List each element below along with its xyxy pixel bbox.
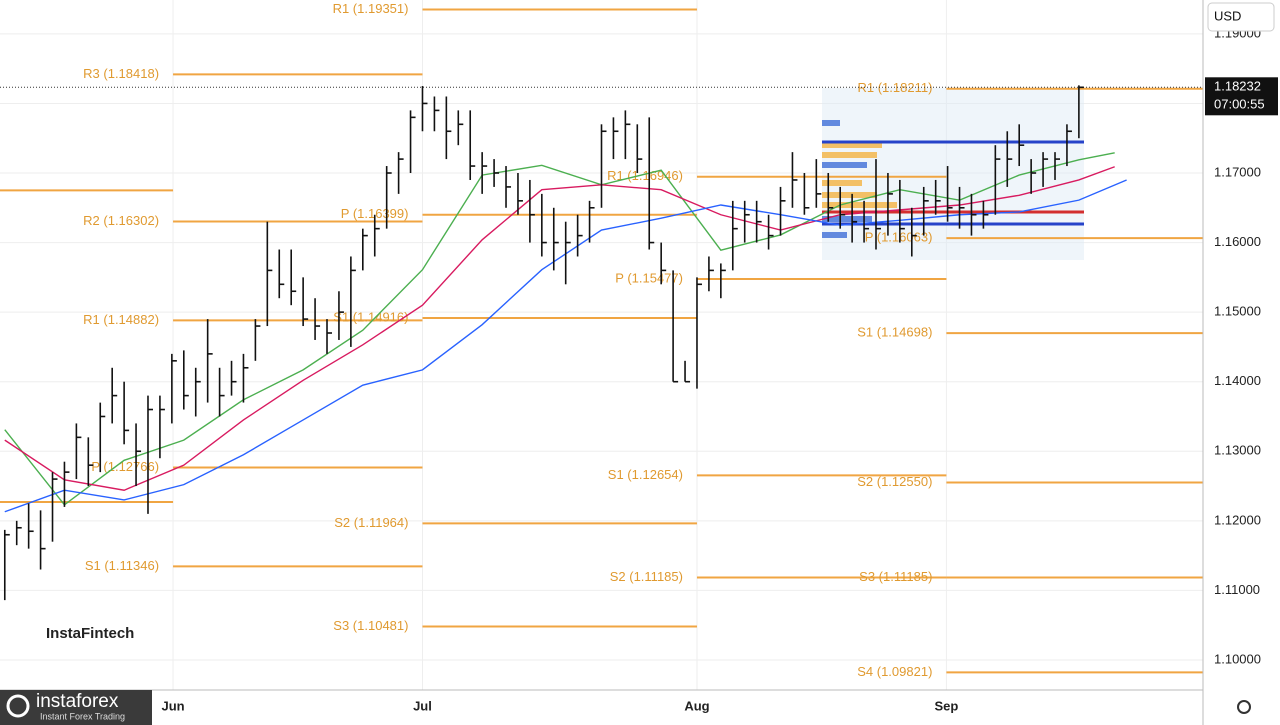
volume-bar <box>822 232 847 238</box>
pivot-label: P (1.16399) <box>341 206 409 221</box>
pivot-label: S2 (1.11964) <box>334 515 408 530</box>
volume-bar <box>822 202 897 208</box>
pivot-label: P (1.12766) <box>91 459 159 474</box>
x-tick-label: Jun <box>161 698 184 713</box>
settings-icon[interactable] <box>1237 700 1251 714</box>
y-tick-label: 1.16000 <box>1214 234 1261 249</box>
volume-bar <box>822 152 877 158</box>
brand-logo <box>6 694 30 718</box>
brand-box <box>0 690 152 725</box>
pivot-label: R3 (1.18418) <box>83 66 159 81</box>
volume-bar <box>822 216 872 222</box>
brand-tagline: Instant Forex Trading <box>40 711 125 721</box>
moving-average <box>4 179 1127 513</box>
pivot-label: S2 (1.12550) <box>857 474 932 489</box>
pivot-label: S1 (1.14916) <box>333 309 408 324</box>
pivot-label: P (1.16063) <box>865 230 933 245</box>
volume-profile <box>822 120 897 238</box>
volume-profile-area <box>822 88 1084 260</box>
plot: R3 (1.18418) R2 (1.16302) R1 (1.14882) P (1… <box>0 1 1203 679</box>
watermark-box <box>35 600 147 658</box>
pivot-label: S2 (1.11185) <box>610 569 683 584</box>
currency[interactable]: USD <box>1214 8 1241 23</box>
volume-bar <box>822 180 862 186</box>
pivot-label: R2 (1.16302) <box>83 213 159 228</box>
y-tick-label: 1.11000 <box>1214 582 1260 597</box>
last-price-box <box>1205 77 1278 116</box>
x-tick-label: Aug <box>684 698 709 713</box>
pivot-label: P (1.15477) <box>615 270 683 285</box>
y-tick-label: 1.15000 <box>1214 304 1261 319</box>
pivot-label: S1 (1.14698) <box>857 325 932 340</box>
volume-bar <box>822 120 840 126</box>
pivot-label: R1 (1.14882) <box>83 312 159 327</box>
last-price-label: 1.18232 <box>1214 79 1261 94</box>
y-tick-label: 1.10000 <box>1214 651 1261 666</box>
volume-bar <box>822 162 867 168</box>
countdown: 07:00:55 <box>1214 97 1265 112</box>
pivot-label: S1 (1.11346) <box>85 558 159 573</box>
y-tick-label: 1.17000 <box>1214 164 1261 179</box>
brand-name: instaforex <box>36 691 119 712</box>
pivot-label: S1 (1.12654) <box>608 467 683 482</box>
watermark: InstaFintech <box>46 625 134 642</box>
pivot-label: R1 (1.19351) <box>333 1 409 16</box>
y-tick-label: 1.12000 <box>1214 512 1261 527</box>
price-axis-bg <box>1203 0 1280 725</box>
volume-bar <box>822 142 882 148</box>
y-tick-label: 1.14000 <box>1214 373 1261 388</box>
pivot-label: S3 (1.11185) <box>859 569 932 584</box>
moving-average <box>4 152 1115 506</box>
x-tick-label: Sep <box>934 698 958 713</box>
pivot-label: S4 (1.09821) <box>857 664 932 679</box>
y-tick-label: 1.13000 <box>1214 443 1261 458</box>
moving-average <box>4 166 1115 491</box>
volume-bar <box>822 192 877 198</box>
pivot-label: S3 (1.10481) <box>333 618 408 633</box>
time-axis-bg <box>0 690 1203 725</box>
x-tick-label: Jul <box>413 698 432 713</box>
currency-button[interactable] <box>1207 2 1275 32</box>
